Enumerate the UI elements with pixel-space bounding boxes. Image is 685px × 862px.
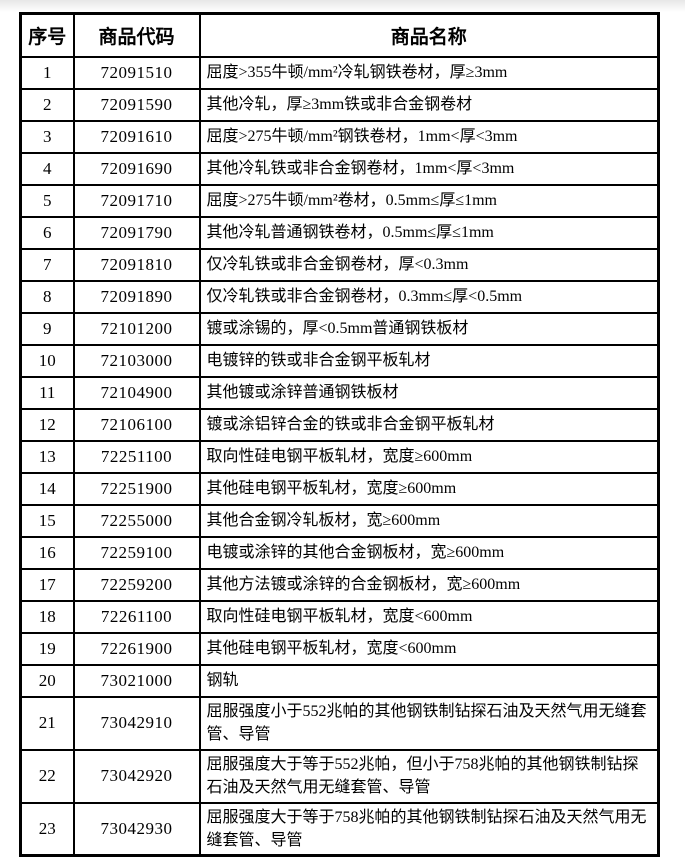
commodity-code: 72091590 [72,87,201,122]
table-row: 5 72091710 屈度>275牛顿/mm²卷材，0.5mm≤厚≤1mm [19,183,660,218]
commodity-code: 73042920 [72,748,201,804]
row-number: 3 [19,119,75,154]
commodity-name: 其他冷轧，厚≥3mm铁或非合金钢卷材 [198,87,660,122]
commodity-code: 72261900 [72,631,201,666]
commodity-name: 屈服强度小于552兆帕的其他钢铁制钻探石油及天然气用无缝套管、导管 [198,695,660,751]
commodity-name: 其他冷轧铁或非合金钢卷材，1mm<厚<3mm [198,151,660,186]
row-number: 14 [19,471,75,506]
table-row: 15 72255000 其他合金钢冷轧板材，宽≥600mm [19,503,660,538]
header-commodity-name: 商品名称 [198,12,660,58]
row-number: 17 [19,567,75,602]
table-row: 17 72259200 其他方法镀或涂锌的合金钢板材，宽≥600mm [19,567,660,602]
commodity-code: 73042910 [72,695,201,751]
row-number: 23 [19,801,75,857]
commodity-name: 其他硅电钢平板轧材，宽度<600mm [198,631,660,666]
table-header-row: 序号 商品代码 商品名称 [19,12,660,58]
commodity-code: 72091510 [72,55,201,90]
commodity-name: 屈度>275牛顿/mm²钢铁卷材，1mm<厚<3mm [198,119,660,154]
table-row: 16 72259100 电镀或涂锌的其他合金钢板材，宽≥600mm [19,535,660,570]
table-row: 2 72091590 其他冷轧，厚≥3mm铁或非合金钢卷材 [19,87,660,122]
commodity-code: 72259100 [72,535,201,570]
header-commodity-code: 商品代码 [72,12,201,58]
row-number: 13 [19,439,75,474]
commodity-name: 屈度>355牛顿/mm²冷轧钢铁卷材，厚≥3mm [198,55,660,90]
commodity-name: 其他镀或涂锌普通钢铁板材 [198,375,660,410]
row-number: 19 [19,631,75,666]
row-number: 6 [19,215,75,250]
row-number: 20 [19,663,75,698]
row-number: 5 [19,183,75,218]
commodity-name: 电镀锌的铁或非合金钢平板轧材 [198,343,660,378]
commodity-code: 72091610 [72,119,201,154]
table-row: 1 72091510 屈度>355牛顿/mm²冷轧钢铁卷材，厚≥3mm [19,55,660,90]
commodity-code: 72091710 [72,183,201,218]
table-row: 18 72261100 取向性硅电钢平板轧材，宽度<600mm [19,599,660,634]
table-row: 21 73042910 屈服强度小于552兆帕的其他钢铁制钻探石油及天然气用无缝… [19,695,660,751]
row-number: 8 [19,279,75,314]
commodity-code: 73042930 [72,801,201,857]
table-row: 22 73042920 屈服强度大于等于552兆帕，但小于758兆帕的其他钢铁制… [19,748,660,804]
table-row: 19 72261900 其他硅电钢平板轧材，宽度<600mm [19,631,660,666]
table-row: 20 73021000 钢轨 [19,663,660,698]
commodity-name: 钢轨 [198,663,660,698]
commodity-name: 电镀或涂锌的其他合金钢板材，宽≥600mm [198,535,660,570]
commodity-name: 取向性硅电钢平板轧材，宽度≥600mm [198,439,660,474]
table-row: 7 72091810 仅冷轧铁或非合金钢卷材，厚<0.3mm [19,247,660,282]
commodity-table: 序号 商品代码 商品名称 1 72091510 屈度>355牛顿/mm²冷轧钢铁… [19,12,660,857]
table-row: 10 72103000 电镀锌的铁或非合金钢平板轧材 [19,343,660,378]
row-number: 2 [19,87,75,122]
table-row: 9 72101200 镀或涂锡的，厚<0.5mm普通钢铁板材 [19,311,660,346]
table-row: 14 72251900 其他硅电钢平板轧材，宽度≥600mm [19,471,660,506]
row-number: 16 [19,535,75,570]
commodity-code: 72091690 [72,151,201,186]
commodity-name: 屈服强度大于等于552兆帕，但小于758兆帕的其他钢铁制钻探石油及天然气用无缝套… [198,748,660,804]
commodity-code: 72261100 [72,599,201,634]
commodity-name: 取向性硅电钢平板轧材，宽度<600mm [198,599,660,634]
table-row: 4 72091690 其他冷轧铁或非合金钢卷材，1mm<厚<3mm [19,151,660,186]
table-row: 23 73042930 屈服强度大于等于758兆帕的其他钢铁制钻探石油及天然气用… [19,801,660,857]
table-row: 12 72106100 镀或涂铝锌合金的铁或非合金钢平板轧材 [19,407,660,442]
commodity-name: 其他合金钢冷轧板材，宽≥600mm [198,503,660,538]
commodity-code: 72251900 [72,471,201,506]
commodity-code: 72103000 [72,343,201,378]
table-row: 8 72091890 仅冷轧铁或非合金钢卷材，0.3mm≤厚<0.5mm [19,279,660,314]
commodity-code: 72091810 [72,247,201,282]
commodity-name: 其他方法镀或涂锌的合金钢板材，宽≥600mm [198,567,660,602]
commodity-name: 镀或涂铝锌合金的铁或非合金钢平板轧材 [198,407,660,442]
commodity-code: 72106100 [72,407,201,442]
row-number: 12 [19,407,75,442]
commodity-code: 72104900 [72,375,201,410]
row-number: 11 [19,375,75,410]
commodity-code: 72251100 [72,439,201,474]
row-number: 4 [19,151,75,186]
table-row: 6 72091790 其他冷轧普通钢铁卷材，0.5mm≤厚≤1mm [19,215,660,250]
commodity-name: 仅冷轧铁或非合金钢卷材，0.3mm≤厚<0.5mm [198,279,660,314]
commodity-code: 72091890 [72,279,201,314]
row-number: 21 [19,695,75,751]
commodity-code: 72255000 [72,503,201,538]
table-row: 13 72251100 取向性硅电钢平板轧材，宽度≥600mm [19,439,660,474]
commodity-name: 其他冷轧普通钢铁卷材，0.5mm≤厚≤1mm [198,215,660,250]
header-serial-number: 序号 [19,12,75,58]
row-number: 18 [19,599,75,634]
commodity-name: 镀或涂锡的，厚<0.5mm普通钢铁板材 [198,311,660,346]
commodity-name: 仅冷轧铁或非合金钢卷材，厚<0.3mm [198,247,660,282]
commodity-code: 73021000 [72,663,201,698]
commodity-name: 屈服强度大于等于758兆帕的其他钢铁制钻探石油及天然气用无缝套管、导管 [198,801,660,857]
row-number: 15 [19,503,75,538]
row-number: 22 [19,748,75,804]
commodity-code: 72091790 [72,215,201,250]
commodity-code: 72101200 [72,311,201,346]
row-number: 7 [19,247,75,282]
commodity-name: 屈度>275牛顿/mm²卷材，0.5mm≤厚≤1mm [198,183,660,218]
table-row: 3 72091610 屈度>275牛顿/mm²钢铁卷材，1mm<厚<3mm [19,119,660,154]
commodity-name: 其他硅电钢平板轧材，宽度≥600mm [198,471,660,506]
row-number: 9 [19,311,75,346]
commodity-code: 72259200 [72,567,201,602]
row-number: 1 [19,55,75,90]
top-gradient-strip [0,0,685,12]
row-number: 10 [19,343,75,378]
table-row: 11 72104900 其他镀或涂锌普通钢铁板材 [19,375,660,410]
